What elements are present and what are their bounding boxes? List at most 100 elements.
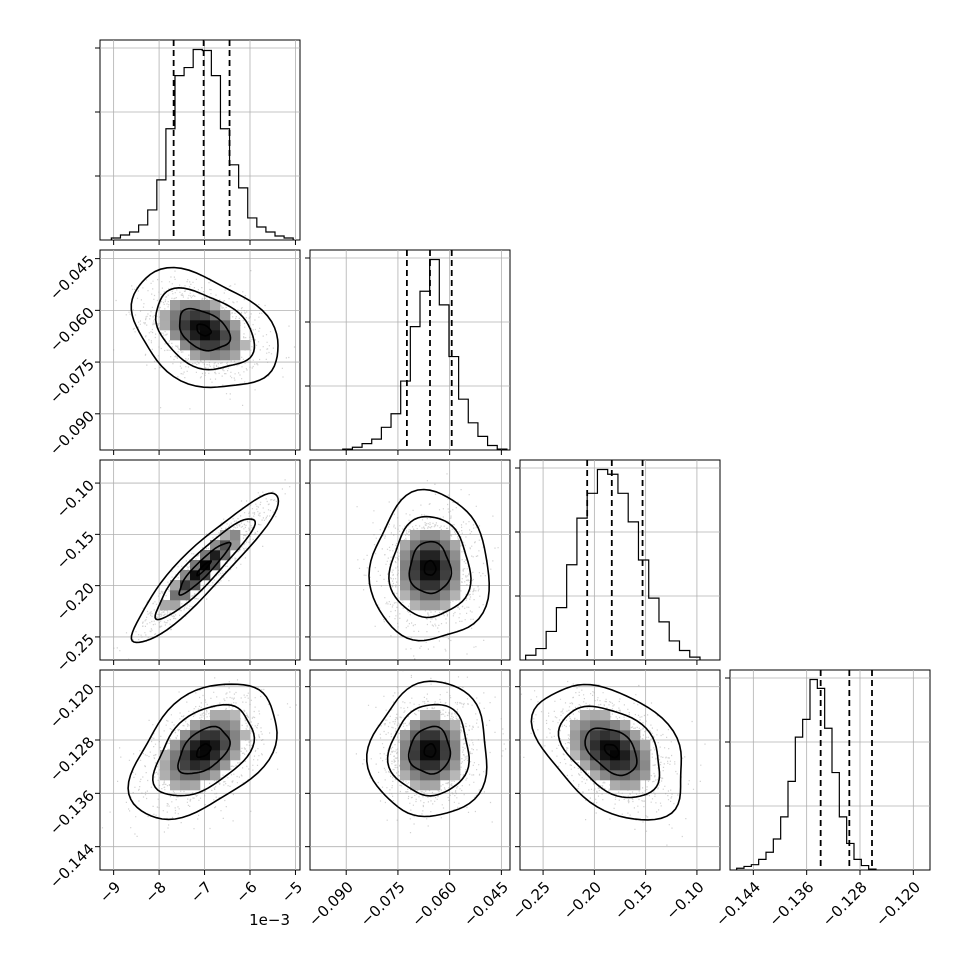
- density-cell: [570, 720, 581, 731]
- density-cell: [400, 540, 411, 551]
- density-cell: [200, 740, 211, 751]
- contour-1: [177, 725, 231, 775]
- density-cell: [430, 540, 441, 551]
- density-cell: [590, 750, 601, 761]
- density-cell: [180, 590, 191, 601]
- density-cell: [170, 760, 181, 771]
- x-tick-label-p3: −0.144: [712, 878, 764, 930]
- density-cell: [220, 740, 231, 751]
- density-cell: [450, 720, 461, 731]
- density-cell: [600, 730, 611, 741]
- density-cell: [410, 770, 421, 781]
- density-cell: [190, 570, 201, 581]
- density-cell: [440, 750, 451, 761]
- contour-2: [154, 518, 256, 621]
- contour-2: [154, 286, 256, 371]
- density-cell: [620, 720, 631, 731]
- x-offset-label-p0: 1e−3: [249, 911, 290, 929]
- density-cell: [180, 580, 191, 591]
- density-cell: [200, 570, 211, 581]
- density-cell: [410, 780, 421, 791]
- x-tick-label-p2: −0.20: [560, 878, 605, 923]
- density-cell: [200, 340, 211, 351]
- density-cell: [210, 760, 221, 771]
- density-cell: [180, 570, 191, 581]
- contour-1: [584, 727, 638, 777]
- y-tick-label-p2: −0.20: [53, 579, 98, 624]
- density-cell: [410, 760, 421, 771]
- density-cell: [230, 750, 241, 761]
- density-cell: [180, 780, 191, 791]
- density-cell: [420, 710, 431, 721]
- density-cell: [400, 770, 411, 781]
- y-tick-label-p1: −0.075: [46, 355, 98, 407]
- density-cell: [400, 580, 411, 591]
- contour-0: [603, 743, 620, 759]
- density-cell: [200, 300, 211, 311]
- density-cell: [220, 710, 231, 721]
- density-cell: [640, 740, 651, 751]
- panel-content: [310, 670, 510, 870]
- panel-content: [100, 250, 300, 450]
- density-cell: [230, 540, 241, 551]
- density-cell: [400, 760, 411, 771]
- density-cell: [420, 740, 431, 751]
- density-cell: [200, 730, 211, 741]
- density-cell: [230, 320, 241, 331]
- density-cell: [450, 740, 461, 751]
- density-cell: [170, 590, 181, 601]
- panel-content: [100, 460, 300, 660]
- sample-points: [101, 677, 297, 837]
- density-cell: [420, 580, 431, 591]
- sample-points: [113, 479, 291, 660]
- density-cell: [230, 340, 241, 351]
- density-cell: [400, 730, 411, 741]
- density-cell: [620, 780, 631, 791]
- density-cell: [430, 740, 441, 751]
- density-cell: [190, 760, 201, 771]
- hist-panel-p1: [305, 249, 511, 455]
- density-cell: [590, 710, 601, 721]
- density-cell: [160, 320, 171, 331]
- density-cell: [410, 550, 421, 561]
- density-cell: [230, 330, 241, 341]
- density-cell: [610, 780, 621, 791]
- scatter-panel-p2-p3: [515, 669, 721, 875]
- density-cell: [570, 730, 581, 741]
- density-cell: [200, 760, 211, 771]
- density-cell: [210, 540, 221, 551]
- density-cell: [630, 770, 641, 781]
- y-tick-label-p2: −0.10: [53, 476, 98, 521]
- contour-3: [368, 488, 491, 642]
- density-cell: [580, 710, 591, 721]
- density-cell: [210, 340, 221, 351]
- hist-panel-p0: [95, 39, 301, 245]
- density-cell: [580, 760, 591, 771]
- density-cell: [230, 730, 241, 741]
- y-tick-label-p3: −0.128: [46, 733, 98, 785]
- density-cell: [590, 760, 601, 771]
- density-cell: [400, 740, 411, 751]
- density-cell: [190, 750, 201, 761]
- contour-0: [423, 559, 437, 576]
- density-cell: [440, 570, 451, 581]
- density-cell: [180, 320, 191, 331]
- density-cell: [220, 530, 231, 541]
- density-cell: [420, 530, 431, 541]
- density-cell: [410, 580, 421, 591]
- density-cell: [430, 730, 441, 741]
- histogram-p3: [736, 678, 877, 870]
- density-cell: [430, 760, 441, 771]
- density-cell: [200, 310, 211, 321]
- density-cell: [210, 350, 221, 361]
- density-cell: [600, 750, 611, 761]
- density-cell: [230, 530, 241, 541]
- density-cell: [450, 590, 461, 601]
- density-cell: [630, 730, 641, 741]
- density-cell: [450, 730, 461, 741]
- density-cell: [400, 560, 411, 571]
- density-cell: [220, 330, 231, 341]
- density-cell: [190, 340, 201, 351]
- panel-content: [100, 670, 300, 870]
- density-cell: [170, 600, 181, 611]
